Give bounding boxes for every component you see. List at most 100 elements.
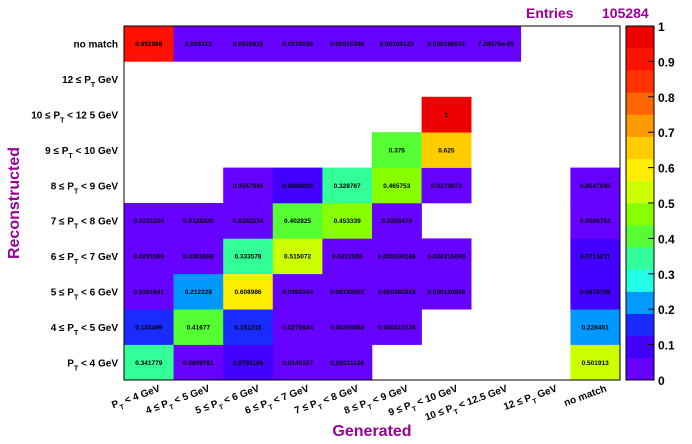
- cell-value-label: 0.133499: [135, 324, 162, 331]
- colorbar-swatch: [626, 313, 654, 337]
- heatmap-cell: [322, 26, 373, 62]
- cell-value-label: 0.501913: [582, 360, 609, 367]
- colorbar-tick-label: 0.9: [658, 55, 675, 69]
- cell-value-label: 7.28575e-05: [478, 41, 515, 48]
- heatmap-cell: [570, 273, 621, 310]
- cell-value-label: 0.00515206: [330, 41, 365, 48]
- cell-value-label: 0.41677: [187, 324, 211, 331]
- y-tick-label: 9 ≤ PT < 10 GeV: [45, 146, 118, 160]
- heatmap-cell: [223, 309, 274, 345]
- colorbar-swatch: [626, 269, 654, 292]
- cell-value-label: 0.608986: [234, 289, 261, 296]
- colorbar-tick-label: 0: [658, 374, 665, 388]
- heatmap-cell: [322, 203, 373, 239]
- y-tick-labels: PT < 4 GeV 4 ≤ PT < 5 GeV 5 ≤ PT < 6 GeV 6 …: [31, 40, 118, 372]
- cell-value-label: 0.0547945: [233, 183, 264, 190]
- heatmap-cell: [322, 344, 373, 381]
- y-tick-label: 6 ≤ PT < 7 GeV: [51, 252, 119, 266]
- colorbar-tick-label: 0.1: [658, 339, 675, 353]
- heatmap-cell: [421, 26, 472, 62]
- y-tick-label: 8 ≤ PT < 9 GeV: [51, 181, 119, 195]
- cell-value-label: 1: [445, 112, 449, 119]
- heatmap-cell: [124, 309, 174, 345]
- colorbar-swatch: [626, 136, 654, 160]
- heatmap-cell: [372, 26, 422, 62]
- cell-value-label: 0.0590753: [580, 218, 611, 225]
- colorbar-swatch: [626, 70, 654, 93]
- cell-value-label: 0.0525915: [233, 41, 264, 48]
- heatmap-cell: [570, 203, 621, 239]
- heatmap-cell: [272, 26, 323, 62]
- colorbar-swatch: [626, 158, 654, 182]
- cell-value-label: 0.00105123: [380, 41, 415, 48]
- heatmap-cell: [272, 203, 323, 239]
- colorbar-swatch: [626, 203, 654, 226]
- cell-value-label: 0.465753: [383, 183, 410, 190]
- cell-value-label: 0.00211138: [330, 360, 364, 367]
- cell-value-label: 0.000120936: [427, 289, 465, 296]
- cell-value-label: 0.0275824: [282, 324, 313, 331]
- colorbar-swatch: [626, 114, 654, 137]
- cell-value-label: 0.0145157: [282, 360, 313, 367]
- heatmap-cell: [223, 26, 274, 62]
- stats-entries-value: 105284: [602, 5, 649, 21]
- cell-value-label: 0.0218156: [282, 41, 313, 48]
- heatmap-cell: [173, 344, 224, 381]
- cell-value-label: 0.515072: [284, 254, 311, 261]
- colorbar-swatch: [626, 48, 654, 71]
- cell-value-label: 0.375: [389, 147, 406, 154]
- cell-value-label: 0.212328: [185, 289, 212, 296]
- cell-value-label: 0.402825: [284, 218, 311, 225]
- colorbar-tick-label: 0.3: [658, 268, 675, 282]
- cell-value-label: 0.0201559: [133, 254, 164, 261]
- y-tick-label: 10 ≤ PT < 12 5 GeV: [31, 111, 118, 125]
- colorbar-ticks: 0 0.1 0.2 0.3 0.4 0.5 0.6 0.7 0.8 0.9 1: [648, 20, 675, 388]
- y-tick-label: 4 ≤ PT < 5 GeV: [51, 323, 119, 337]
- heatmap-cell: [223, 238, 274, 275]
- heatmap-cell: [372, 238, 422, 275]
- cell-value-label: 0.000382815: [378, 289, 416, 296]
- colorbar-swatch: [626, 291, 654, 314]
- heatmap-cell: [322, 167, 373, 204]
- colorbar-tick-label: 0.4: [658, 232, 675, 246]
- heatmap-cell: [173, 238, 224, 275]
- cell-value-label: 0.00193502: [330, 289, 365, 296]
- heatmap-cell: [322, 273, 373, 310]
- cell-value-label: 0.0282534: [233, 218, 264, 225]
- plot-frame: [123, 25, 621, 381]
- colorbar: [625, 25, 655, 381]
- heatmap-cell: [322, 238, 373, 275]
- cell-value-label: 0.0391641: [133, 289, 164, 296]
- heatmap-cell: [570, 309, 621, 345]
- heatmap-cell: [372, 167, 422, 204]
- heatmap-cell: [223, 203, 274, 239]
- cell-value-label: 0.000186531: [427, 41, 465, 48]
- cell-value-label: 0.453339: [334, 218, 361, 225]
- heatmap-cell: [124, 273, 174, 310]
- y-tick-label: 7 ≤ PT < 8 GeV: [51, 217, 119, 231]
- cell-value-label: 0.0392244: [282, 289, 313, 296]
- heatmap-cell: [173, 273, 224, 310]
- cell-value-label: 0.00208868: [330, 324, 365, 331]
- heatmap-cell: [421, 132, 472, 168]
- cell-value-label: 0.0128425: [183, 218, 214, 225]
- heatmap-cell-labels: 0.341779 0.0609781 0.0791106 0.0145157 0.002…: [133, 41, 611, 367]
- colorbar-tick-label: 0.7: [658, 126, 675, 140]
- cell-value-label: 0.341779: [135, 360, 162, 367]
- heatmap-cell: [421, 167, 472, 204]
- cell-value-label: 0.000630186: [378, 254, 416, 261]
- colorbar-tick-label: 0.6: [658, 162, 675, 176]
- cell-value-label: 0.0791106: [233, 360, 264, 367]
- cell-value-label: 0.228451: [582, 324, 609, 331]
- cell-value-label: 0.151215: [234, 324, 261, 331]
- cell-value-label: 0.000315093: [427, 254, 465, 261]
- y-tick-label: no match: [74, 40, 118, 51]
- colorbar-swatch: [626, 247, 654, 270]
- cell-value-label: 0.0365568: [183, 254, 214, 261]
- y-axis-title: Reconstructed: [6, 147, 23, 259]
- cell-value-label: 0.0714211: [580, 254, 611, 261]
- colorbar-swatch: [626, 92, 654, 115]
- heatmap-cell: [223, 273, 274, 310]
- heatmap-cell: [421, 96, 472, 133]
